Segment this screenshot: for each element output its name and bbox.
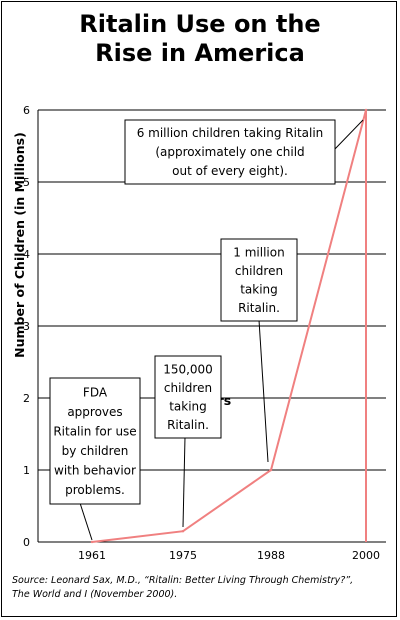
y-tick-label: 0: [23, 536, 30, 549]
annotation-2-line: children: [164, 381, 212, 395]
x-tick-label: 2000: [352, 549, 380, 562]
data-point-1961: [90, 540, 94, 544]
annotation-1-line: approves: [67, 405, 122, 419]
x-tick-label: 1988: [257, 549, 285, 562]
annotation-leader-2: [182, 436, 186, 528]
source-line-1: Source: Leonard Sax, M.D., “Ritalin: Bet…: [12, 575, 354, 586]
y-tick-label: 5: [23, 176, 30, 189]
chart-title-line-2: Rise in America: [95, 39, 305, 67]
source-line-2: The World and I (November 2000).: [12, 589, 178, 600]
y-axis-title: Number of Children (in Millions): [12, 132, 27, 358]
annotation-3-line: 1 million: [233, 245, 284, 259]
annotation-2-line: taking: [169, 399, 207, 413]
y-tick-label: 2: [23, 392, 30, 405]
x-tick-label: 1975: [169, 549, 197, 562]
annotation-1-line: with behavior: [54, 463, 136, 477]
annotation-leader-4: [333, 119, 364, 151]
annotation-1-line: by children: [62, 444, 129, 458]
annotation-3-line: Ritalin.: [238, 301, 280, 315]
annotation-box-1: [49, 377, 141, 505]
annotation-1-line: Ritalin for use: [53, 424, 136, 438]
annotation-4-line: (approximately one child: [155, 145, 304, 159]
annotation-3-line: children: [235, 264, 283, 278]
annotation-box-3: [220, 238, 298, 322]
source-citation: Source: Leonard Sax, M.D., “Ritalin: Bet…: [12, 574, 392, 602]
annotation-4-line: out of every eight).: [172, 164, 288, 178]
data-point-1975: [181, 530, 185, 533]
annotation-leader-3: [258, 319, 269, 463]
annotation-leader-1: [79, 502, 93, 541]
series-line: [91, 109, 367, 543]
annotation-2-line: Ritalin.: [167, 418, 209, 432]
chart-title: Ritalin Use on the Rise in America: [0, 10, 400, 68]
data-point-1988: [269, 468, 273, 472]
annotation-2-line: 150,000: [163, 362, 213, 376]
chart-title-line-1: Ritalin Use on the: [79, 10, 321, 38]
annotation-1-line: FDA: [83, 385, 108, 399]
annotation-1-line: problems.: [65, 483, 125, 497]
data-point-2000: [364, 108, 368, 112]
y-tick-label: 1: [23, 464, 30, 477]
annotation-box-2: [154, 355, 222, 439]
annotation-3-line: taking: [240, 282, 278, 296]
y-tick-label: 3: [23, 320, 30, 333]
annotation-4-line: 6 million children taking Ritalin: [137, 126, 324, 140]
annotation-box-4: [124, 119, 336, 185]
y-tick-label: 6: [23, 104, 30, 117]
x-tick-label: 1961: [78, 549, 106, 562]
y-tick-label: 4: [23, 248, 30, 261]
